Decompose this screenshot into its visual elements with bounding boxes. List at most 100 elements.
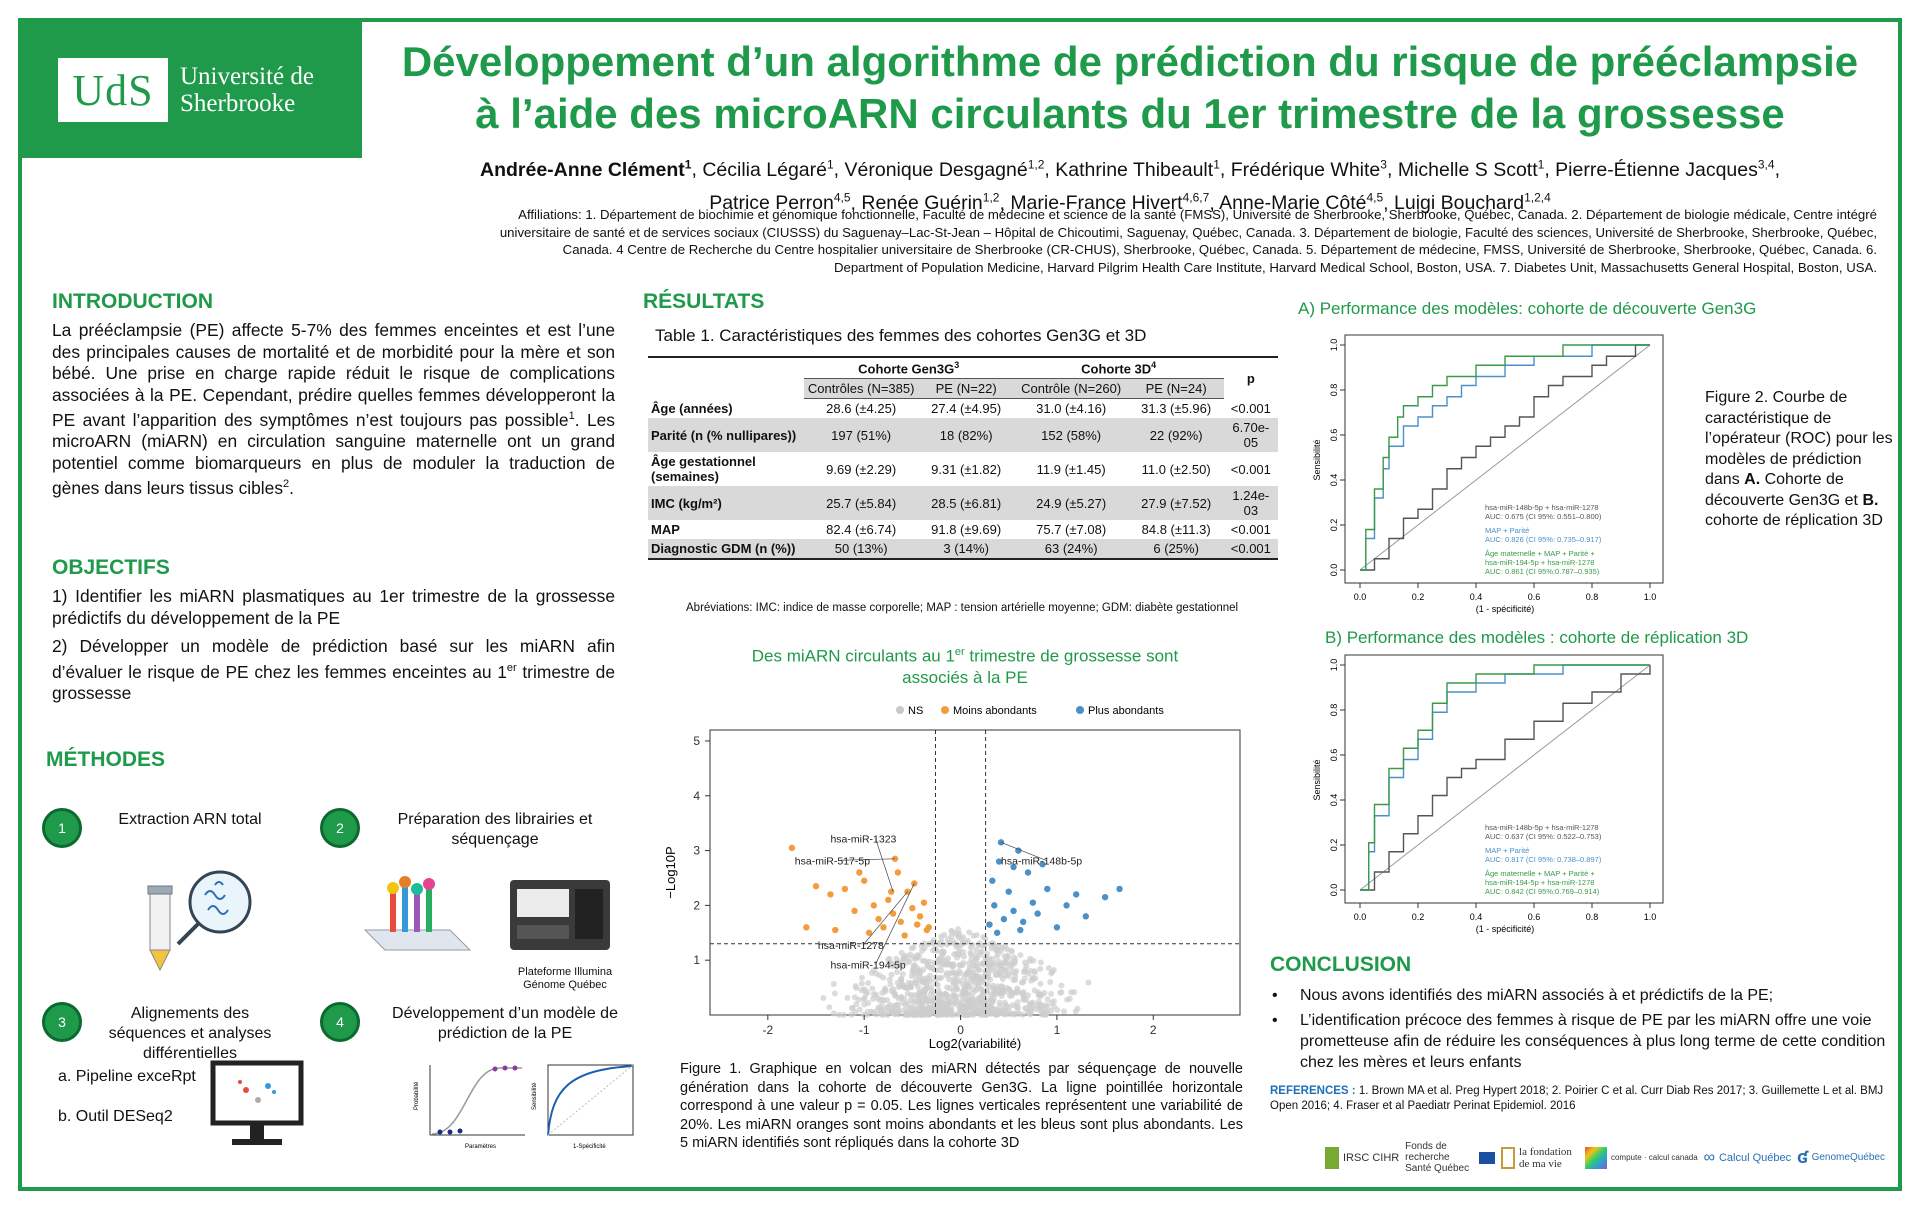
ns-point [840,1011,847,1018]
ns-point [1074,1005,1081,1012]
ns-point [878,1002,885,1009]
ns-point [1001,959,1008,966]
mirna-annotation: hsa-miR-1323 [830,833,896,845]
table-row: Âge (années) 28.6 (±4.25) 27.4 (±4.95) 31.0… [651,401,1271,417]
roc-legend-name: hsa-miR-148b-5p + hsa-miR-1278 [1485,823,1599,832]
author-name: Luigi Bouchard1,2,4 [1394,190,1551,215]
ns-point [1058,989,1065,996]
x-tick-label: 0.6 [1528,592,1541,602]
ns-point [1001,1007,1008,1014]
ns-point [1030,957,1037,964]
step-4-label: Développement d’un modèle de prédiction … [392,1005,618,1042]
table-row: Parité (n (% nullipares)) 197 (51%) 18 (82… [648,418,1278,453]
ns-point [886,976,893,983]
ns-point [864,989,871,996]
ns-point [1047,1007,1054,1014]
ns-point [967,949,974,956]
ns-point [921,989,928,996]
ns-point [970,932,977,939]
roc-legend-name: hsa-miR-194-5p + hsa-miR-1278 [1485,878,1594,887]
ns-point [917,968,924,975]
up-point [1101,893,1109,901]
ns-point [1037,959,1044,966]
annotation-leader [1000,842,1047,861]
ns-point [918,942,925,949]
ns-point [948,998,955,1005]
ns-point [1044,1003,1051,1010]
down-point [856,869,863,876]
ns-point [969,941,976,948]
ns-point [894,969,901,976]
down-point [851,907,858,915]
ns-point [975,966,982,973]
ns-point [852,983,859,990]
poster-frame [18,18,1902,1191]
table-row: Âge gestationnel (semaines) 9.69 (±2.29) 9… [651,454,1271,485]
ns-point [884,1004,891,1011]
mirna-annotation: hsa-miR-194-5p [830,959,905,971]
y-tick-label: 3 [693,844,700,858]
x-axis-label: (1 - spécificité) [1476,924,1535,934]
x-tick-label: -1 [859,1023,870,1037]
up-point [1024,869,1032,876]
up-point [1019,918,1027,926]
x-tick-label: 2 [1150,1023,1157,1037]
ns-point [995,950,1002,957]
ns-point [1025,970,1032,977]
author-name: Patrice Perron4,5 [709,190,851,215]
ns-point [879,990,886,997]
ns-point [1027,1002,1034,1009]
x-tick-label: 0 [957,1023,964,1037]
y-tick-label: 0.8 [1329,384,1339,397]
ns-point [902,1002,909,1009]
roc-legend-auc: AUC: 0.817 (CI 95%: 0.738–0.897) [1485,855,1602,864]
ns-point [1050,1003,1057,1010]
poster-title: Développement d’un algorithme de prédict… [401,38,1859,137]
pipeline-a: a. Pipeline exceRpt [58,1068,196,1085]
ns-point [1045,965,1052,972]
ns-point [1060,1008,1067,1015]
roc-series-line [1360,664,1650,891]
down-point [887,888,895,895]
author-name: Anne-Marie Côté4,5 [1219,190,1384,215]
mirna-annotation: hsa-miR-148b-5p [1001,855,1082,867]
legend-marker [941,706,949,714]
roc-chart-a: 0.0 0.0 0.2 0.2 0.4 0.4 0.6 0.6 0.8 0.8 1.0 1.0 (1 -… [1312,334,1664,614]
ns-point [1039,1011,1046,1018]
ns-point [969,962,976,969]
author-name: Michelle S Scott1 [1397,157,1545,181]
author-name: Frédérique White3 [1230,157,1387,181]
legend-label: NS [908,705,923,717]
volcano-plot: NS Moins abondants Plus abondants -2 -1 0 1 2 1 2… [663,705,1241,1051]
ns-point [869,995,876,1002]
ns-point [864,1011,871,1018]
conclusion-heading: CONCLUSION [1270,953,1412,976]
up-point [1000,915,1008,923]
ns-point [901,1007,908,1014]
x-tick-label: 0.4 [1470,592,1483,602]
x-tick-label: 0.6 [1528,912,1541,922]
ns-point [926,964,933,971]
ns-point [919,1011,926,1018]
ns-point [1022,1005,1029,1012]
author-name: Andrée-Anne Clément1 [480,157,692,181]
step-3-label: Alignements des séquences et analyses di… [108,1005,272,1062]
ns-point [861,1001,868,1008]
y-tick-label: 1.0 [1329,339,1339,352]
compute-canada-logo: compute · calcul canada [1584,1146,1698,1169]
university-logo: UdS Université de Sherbrooke [22,22,362,158]
legend-label: Plus abondants [1088,705,1164,717]
legend-marker [1076,706,1084,714]
genome-quebec-logo: ʛ GenomeQuébec [1797,1147,1885,1167]
annotation-leader [839,858,896,861]
ns-point [890,986,897,993]
ns-point [869,985,876,992]
ns-point [976,1001,983,1008]
ns-point [974,977,981,984]
ns-point [902,985,909,992]
ns-point [895,984,902,991]
ns-point [996,1002,1003,1009]
ns-point [946,1007,953,1014]
y-tick-label: 0.0 [1329,564,1339,577]
ns-point [848,1004,855,1011]
